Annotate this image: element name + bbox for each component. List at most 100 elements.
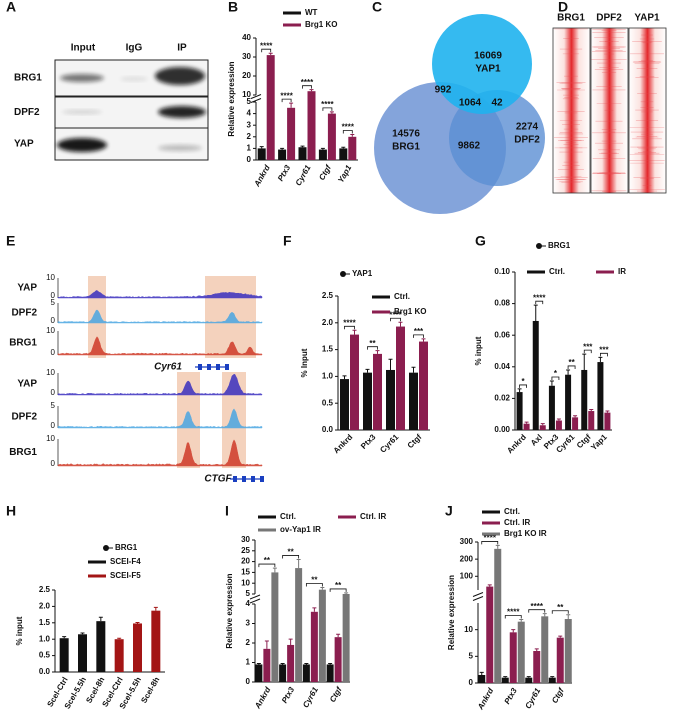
bar	[564, 619, 572, 683]
bar	[295, 568, 303, 682]
legend-label: Ctrl.	[394, 292, 410, 301]
significance-label: ****	[321, 100, 334, 109]
track-scale-min: 0	[51, 348, 56, 357]
y-tick-label: 1.0	[322, 372, 334, 381]
legend-label: Brg1 KO	[305, 20, 337, 29]
x-tick-label: Ptx3	[276, 163, 293, 183]
y-axis-label: Relative expression	[447, 575, 456, 650]
significance-bracket	[528, 609, 546, 613]
track-scale-max: 5	[51, 401, 56, 410]
bar	[133, 623, 142, 672]
x-tick-label: Ankrd	[252, 163, 272, 189]
axis-break	[249, 598, 261, 604]
y-tick-label: 30	[242, 52, 251, 61]
legend-label: Ctrl. IR	[504, 518, 530, 527]
error-bar	[341, 146, 346, 149]
significance-label: ****	[280, 91, 293, 100]
legend-label: Ctrl.	[280, 512, 296, 521]
bar	[327, 113, 336, 160]
venn-label: 1064	[459, 98, 482, 109]
error-bar	[605, 410, 610, 413]
track-scale-max: 5	[51, 298, 56, 307]
chart-title: YAP1	[352, 269, 373, 278]
panel-letter: G	[475, 233, 486, 249]
bar	[96, 621, 106, 672]
bar	[523, 423, 530, 430]
y-axis-label: % input	[474, 336, 483, 365]
blot-band	[57, 138, 107, 152]
error-bar	[375, 350, 380, 354]
error-bar	[153, 606, 158, 611]
blot-column-label: IgG	[126, 43, 143, 54]
error-bar	[517, 388, 522, 393]
gene-name: Cyr61	[154, 362, 182, 373]
error-bar	[350, 133, 355, 137]
y-tick-label: 0.0	[39, 667, 51, 676]
bar	[581, 369, 588, 430]
bar	[532, 320, 539, 430]
x-tick-label: Ptx3	[359, 432, 378, 451]
significance-label: ****	[260, 41, 273, 50]
bar	[509, 632, 517, 683]
significance-bracket	[342, 130, 353, 134]
significance-bracket	[535, 300, 544, 305]
error-bar	[589, 408, 594, 412]
axis-break	[472, 592, 484, 597]
error-bar	[80, 632, 85, 635]
y-tick-label: 0.04	[494, 362, 510, 371]
gene-exon	[233, 476, 237, 482]
bar	[396, 326, 405, 430]
y-tick-label: 2.0	[39, 602, 51, 611]
x-tick-label: Ctgf	[317, 162, 333, 182]
blot-band	[155, 67, 205, 85]
blot-row-label: DPF2	[14, 107, 40, 118]
significance-bracket	[281, 98, 292, 103]
bar	[501, 677, 509, 683]
bar	[486, 586, 494, 683]
error-bar	[264, 640, 269, 649]
bar	[59, 638, 69, 672]
significance-bracket	[329, 588, 347, 592]
y-tick-label: 20	[242, 71, 251, 80]
bar	[78, 634, 87, 672]
significance-label: ****	[533, 293, 546, 302]
venn-label: 14576	[392, 129, 420, 140]
y-tick-label: 1.0	[39, 634, 51, 643]
panel-letter: I	[225, 503, 229, 519]
bar	[555, 420, 562, 430]
venn-yap1	[432, 14, 532, 114]
significance-label: *	[522, 377, 526, 386]
blot-column-label: Input	[71, 43, 96, 54]
y-tick-label: 0	[246, 677, 251, 686]
significance-bracket	[583, 349, 592, 354]
error-bar	[411, 366, 416, 373]
gene-exon	[216, 364, 220, 370]
y-tick-label: 1	[247, 144, 252, 153]
blot-row-label: YAP	[14, 139, 34, 150]
error-bar	[309, 89, 314, 92]
venn-label: YAP1	[475, 64, 501, 75]
y-tick-label: 25	[241, 546, 250, 555]
error-bar	[511, 629, 516, 633]
chart-title: BRG1	[115, 543, 138, 552]
error-bar	[519, 619, 524, 622]
significance-label: **	[264, 556, 271, 565]
bar	[334, 637, 342, 682]
venn-dpf2	[449, 90, 545, 186]
legend-label: SCEI-F5	[110, 571, 141, 580]
bar	[307, 91, 316, 160]
venn-label: 42	[491, 98, 503, 109]
error-bar	[288, 638, 293, 645]
panel-letter: B	[228, 0, 238, 15]
y-tick-label: 0.5	[39, 651, 51, 660]
bar	[494, 548, 502, 683]
heatmap-column	[590, 27, 629, 194]
track-scale-max: 10	[46, 434, 55, 443]
error-bar	[550, 676, 555, 678]
y-tick-label: 0.10	[494, 267, 510, 276]
error-bar	[503, 676, 508, 678]
y-tick-label: 20	[241, 557, 250, 566]
legend-label: IR	[618, 267, 626, 276]
significance-label: ***	[583, 342, 593, 351]
error-bar	[320, 147, 325, 150]
